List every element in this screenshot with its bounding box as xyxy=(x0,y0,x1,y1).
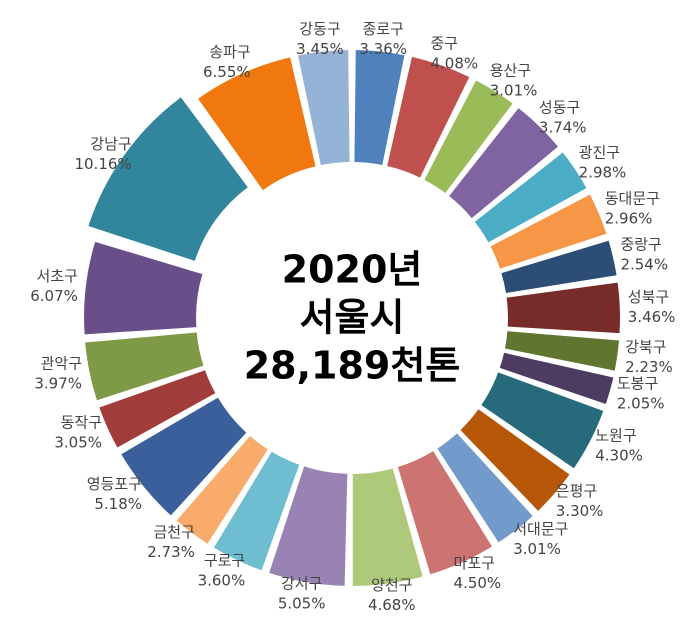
segment xyxy=(499,352,614,404)
segment xyxy=(481,372,604,469)
segment xyxy=(501,240,617,293)
segment-name: 송파구 xyxy=(209,43,250,61)
segment-name: 강북구 xyxy=(625,338,666,356)
center-city: 서울시 xyxy=(300,296,405,340)
segment-value: 2.54% xyxy=(620,256,668,274)
segment-name: 중랑구 xyxy=(620,236,661,254)
segment-name: 도봉구 xyxy=(617,375,658,393)
segment-value: 4.68% xyxy=(368,596,416,614)
segment-name: 서대문구 xyxy=(513,520,568,538)
segment-name: 노원구 xyxy=(595,427,636,445)
segment xyxy=(269,466,348,586)
segment-value: 4.08% xyxy=(431,54,479,72)
segment-value: 10.16% xyxy=(74,155,131,173)
segment-name: 양천구 xyxy=(371,576,412,594)
segment-name: 영등포구 xyxy=(87,475,142,493)
segment-value: 6.07% xyxy=(30,287,78,305)
segment-value: 6.55% xyxy=(203,63,251,81)
segment-value: 4.30% xyxy=(595,447,643,465)
segment xyxy=(85,332,204,401)
segment-name: 중구 xyxy=(431,34,459,52)
segment-value: 3.45% xyxy=(296,40,344,58)
segment-name: 마포구 xyxy=(454,554,495,572)
center-total: 28,189천톤 xyxy=(244,344,461,388)
segment-value: 3.05% xyxy=(54,433,102,451)
segment-name: 강남구 xyxy=(90,135,131,153)
segment-value: 2.96% xyxy=(605,210,653,228)
segment xyxy=(198,57,316,191)
segment xyxy=(424,80,513,194)
segment-name: 광진구 xyxy=(579,144,620,162)
segment-name: 종로구 xyxy=(362,20,403,38)
segment-name: 금천구 xyxy=(153,523,194,541)
segment xyxy=(474,152,587,243)
segment xyxy=(449,108,559,219)
segment xyxy=(213,451,300,571)
segment-value: 3.97% xyxy=(34,375,82,393)
segment xyxy=(352,468,423,586)
segment-name: 성북구 xyxy=(628,288,669,306)
segment xyxy=(354,50,405,165)
segment-value: 2.23% xyxy=(625,358,673,376)
segment-value: 5.05% xyxy=(278,594,326,612)
segment-value: 5.18% xyxy=(94,495,142,513)
segment-name: 동작구 xyxy=(61,413,102,431)
segment-value: 3.36% xyxy=(359,40,407,58)
segment-name: 구로구 xyxy=(204,552,245,570)
segment-name: 관악구 xyxy=(41,355,82,373)
segment xyxy=(504,331,620,371)
segment xyxy=(506,282,620,334)
segment-value: 4.50% xyxy=(454,574,502,592)
segment xyxy=(99,370,216,448)
segment-name: 서초구 xyxy=(37,267,78,285)
segment-value: 3.74% xyxy=(539,118,587,136)
segment-name: 강서구 xyxy=(281,574,322,592)
segment-value: 2.73% xyxy=(147,543,195,561)
segment-name: 강동구 xyxy=(299,20,340,38)
segment-value: 3.01% xyxy=(513,540,561,558)
segment xyxy=(88,97,248,261)
segment xyxy=(437,433,533,543)
segment xyxy=(387,56,470,178)
segment-name: 성동구 xyxy=(539,98,580,116)
segment-name: 동대문구 xyxy=(605,190,660,208)
segment-value: 3.46% xyxy=(628,308,676,326)
segment-name: 용산구 xyxy=(490,62,531,80)
segment xyxy=(298,50,350,166)
segment xyxy=(397,451,492,575)
segment xyxy=(176,436,268,544)
segment-value: 3.30% xyxy=(556,502,604,520)
segment xyxy=(460,409,570,511)
segment-value: 3.60% xyxy=(198,572,246,590)
segment xyxy=(490,194,607,269)
segment xyxy=(121,397,247,516)
segment-value: 2.98% xyxy=(579,164,627,182)
segment-value: 3.01% xyxy=(490,82,538,100)
segment-name: 은평구 xyxy=(556,482,597,500)
center-year: 2020년 xyxy=(282,248,423,292)
segment-value: 2.05% xyxy=(617,395,665,413)
segment xyxy=(84,241,203,335)
